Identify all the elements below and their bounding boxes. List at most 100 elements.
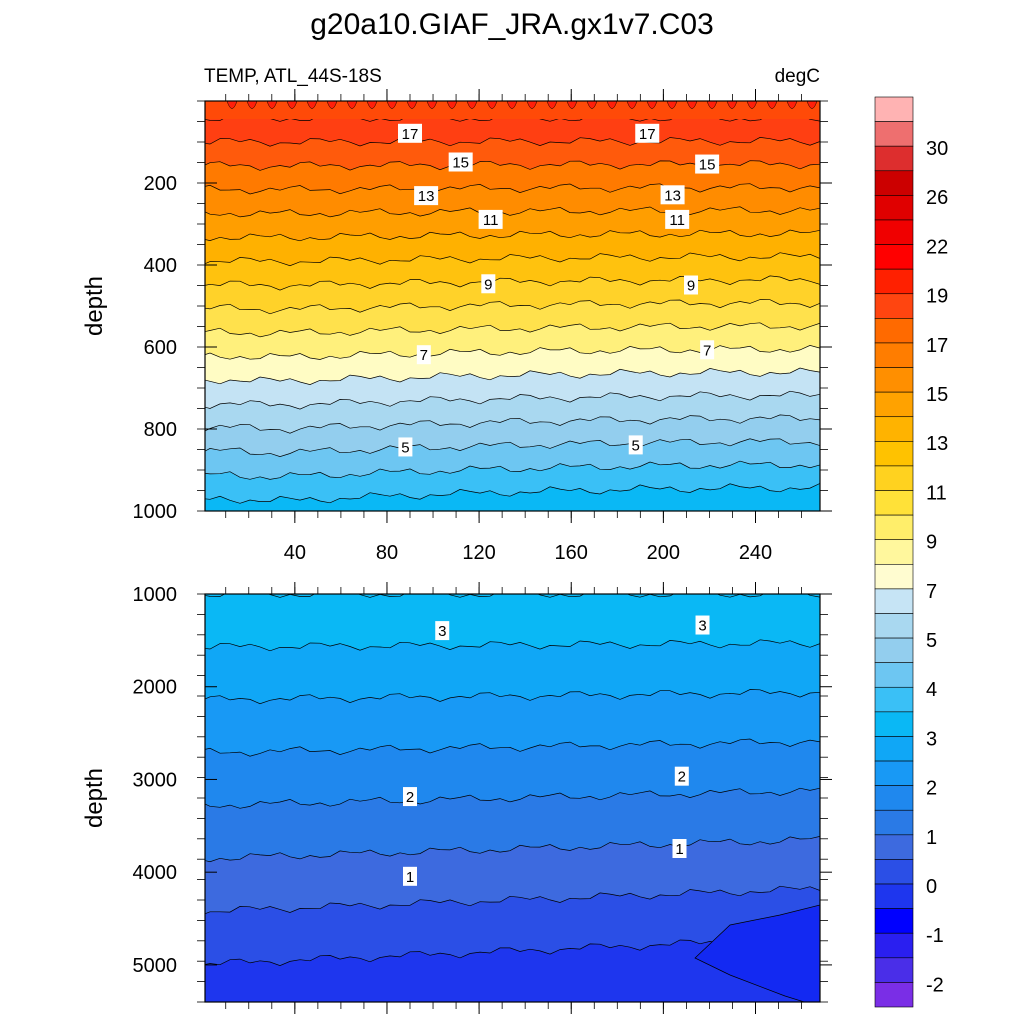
colorbar-label: 13 <box>926 433 948 455</box>
colorbar-box <box>874 686 914 713</box>
contour-line <box>205 229 820 242</box>
svg-text:1: 1 <box>675 841 683 858</box>
colorbar-box <box>874 391 914 418</box>
contour-line <box>205 299 820 315</box>
colorbar-label: 2 <box>926 778 937 800</box>
contour-line <box>205 390 820 410</box>
colorbar-box <box>874 563 914 590</box>
colorbar-label: 9 <box>926 532 937 554</box>
colorbar-box <box>874 637 914 663</box>
y-tick-label: 200 <box>144 173 177 195</box>
contour-label: 2 <box>403 787 417 807</box>
contour-labels: 3 3 2 2 1 1 <box>403 615 710 886</box>
colorbar-box <box>874 785 914 811</box>
svg-text:7: 7 <box>703 342 711 359</box>
colorbar-box <box>874 908 914 934</box>
colorbar-label: 3 <box>926 728 937 750</box>
x-tick-label: 160 <box>555 542 588 564</box>
colorbar-box <box>874 490 914 516</box>
svg-text:13: 13 <box>418 188 435 205</box>
contour-line <box>205 639 820 652</box>
colorbar-label: 5 <box>926 630 937 652</box>
svg-text:5: 5 <box>632 437 640 454</box>
colorbar-box <box>874 662 914 688</box>
svg-text:7: 7 <box>420 347 428 364</box>
x-tick-label: 40 <box>284 542 306 564</box>
contour-label: 15 <box>448 152 473 172</box>
contour-line <box>205 787 820 809</box>
colorbar-box <box>874 416 914 442</box>
colorbar: 30 26 22 19 17 15 13 11 9 7 5 4 3 2 1 0 -1 -2 <box>874 96 948 1008</box>
y-tick-label: 600 <box>144 337 177 359</box>
svg-text:3: 3 <box>698 618 706 635</box>
svg-text:9: 9 <box>687 278 695 295</box>
contour-line <box>205 594 820 598</box>
colorbar-label: 15 <box>926 384 948 406</box>
contour-label: 5 <box>628 435 643 455</box>
svg-text:5: 5 <box>401 439 409 456</box>
colorbar-box <box>874 932 914 959</box>
colorbar-box <box>874 441 914 467</box>
colorbar-label: 4 <box>926 679 937 701</box>
contour-label: 13 <box>660 185 685 205</box>
colorbar-label: 19 <box>926 286 948 308</box>
colorbar-box <box>874 293 914 319</box>
svg-text:17: 17 <box>402 126 419 143</box>
colorbar-box <box>874 760 914 786</box>
colorbar-box <box>874 367 914 393</box>
contour-fill <box>205 101 820 511</box>
contour-label: 5 <box>398 437 413 457</box>
fill-band <box>205 483 820 511</box>
contour-line <box>205 885 820 915</box>
y-tick-label: 5000 <box>133 955 178 977</box>
y-axis: 200 400 600 800 1000 depth <box>81 100 832 523</box>
svg-text:3: 3 <box>438 623 446 640</box>
colorbar-box <box>874 957 914 983</box>
svg-text:13: 13 <box>664 187 681 204</box>
colorbar-box <box>874 244 914 270</box>
colorbar-box <box>874 613 914 639</box>
contour-line <box>205 483 820 504</box>
units-label: degC <box>775 66 820 87</box>
x-tick-label: 200 <box>647 542 680 564</box>
y-tick-label: 1000 <box>133 501 178 523</box>
contour-label: 9 <box>481 274 496 294</box>
y-tick-label: 2000 <box>133 677 178 699</box>
contour-line <box>205 137 820 147</box>
chart-title: g20a10.GIAF_JRA.gx1v7.C03 <box>310 8 714 41</box>
colorbar-label: -2 <box>926 974 944 996</box>
contour-label: 17 <box>398 123 422 143</box>
svg-text:9: 9 <box>484 276 492 293</box>
colorbar-box <box>874 96 914 122</box>
colorbar-label: 0 <box>926 876 937 898</box>
y-axis-label: depth <box>81 276 108 336</box>
contour-line <box>205 345 820 360</box>
colorbar-label: -1 <box>926 925 944 947</box>
contour-line <box>205 206 820 218</box>
contour-line <box>205 689 820 705</box>
colorbar-label: 26 <box>926 187 948 209</box>
svg-text:11: 11 <box>483 212 499 229</box>
svg-text:15: 15 <box>699 157 716 174</box>
colorbar-box <box>874 318 914 344</box>
contour-label: 3 <box>435 621 450 641</box>
variable-label: TEMP, ATL_44S-18S <box>204 66 382 87</box>
x-axis: 40 80 120 160 200 240 <box>225 89 802 564</box>
contour-line <box>205 738 820 757</box>
colorbar-box <box>874 736 914 762</box>
y-tick-label: 400 <box>144 255 177 277</box>
colorbar-box <box>874 195 914 221</box>
colorbar-box <box>874 170 914 196</box>
fill-band <box>205 936 820 1002</box>
contour-label: 2 <box>674 766 689 786</box>
y-tick-label: 1000 <box>133 584 178 606</box>
x-tick-label: 120 <box>462 542 495 564</box>
x-axis <box>225 582 802 1014</box>
colorbar-box <box>874 859 914 885</box>
contour-line <box>205 367 820 385</box>
contour-label: 1 <box>672 839 687 858</box>
contour-label: 17 <box>635 123 660 143</box>
colorbar-box <box>874 711 914 737</box>
contour-line <box>205 836 820 863</box>
